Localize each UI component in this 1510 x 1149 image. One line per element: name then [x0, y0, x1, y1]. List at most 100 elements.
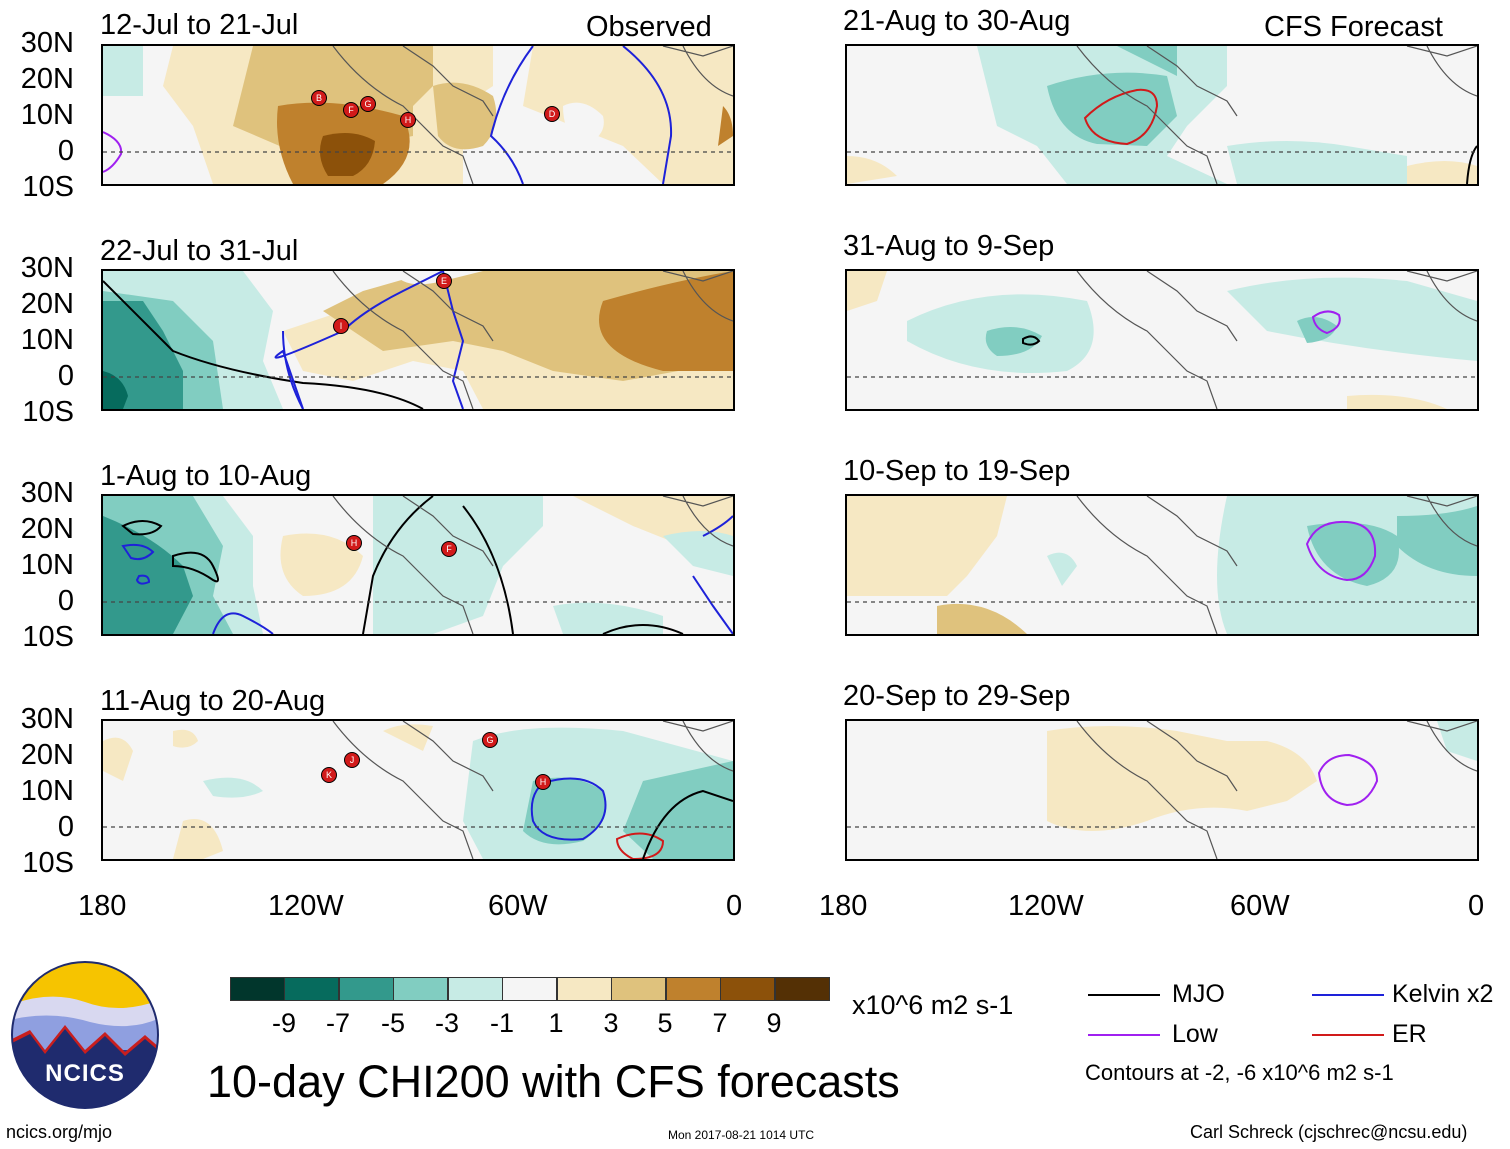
colorbar-swatch — [611, 977, 666, 1001]
map-panel-fcst-2 — [845, 269, 1479, 411]
colorbar-swatch — [393, 977, 448, 1001]
chi200-map — [103, 721, 733, 859]
contours-note: Contours at -2, -6 x10^6 m2 s-1 — [1085, 1060, 1394, 1085]
colorbar-swatch — [284, 977, 339, 1001]
panel-title-obs-2: 22-Jul to 31-Jul — [100, 235, 299, 267]
y-tick-0: 0 — [57, 811, 74, 843]
y-tick-20n: 20N — [20, 288, 74, 320]
y-tick-30n: 30N — [20, 703, 74, 735]
panel-title-obs-4: 11-Aug to 20-Aug — [100, 685, 326, 717]
panel-title-fcst-1: 21-Aug to 30-Aug — [843, 5, 1071, 37]
hurricane-icon: J — [344, 752, 360, 768]
er-legend-line — [1312, 1034, 1384, 1036]
y-tick-10s: 10S — [22, 847, 74, 879]
x-tick-0: 0 — [1468, 890, 1485, 922]
colorbar-swatch — [230, 977, 285, 1001]
colorbar-tick: -1 — [489, 1008, 514, 1038]
y-tick-0: 0 — [57, 585, 74, 617]
map-panel-obs-3 — [101, 494, 735, 636]
map-panel-fcst-4 — [845, 719, 1479, 861]
y-tick-10s: 10S — [22, 171, 74, 203]
panel-title-fcst-4: 20-Sep to 29-Sep — [843, 680, 1071, 712]
chi200-map — [847, 721, 1477, 859]
y-tick-10s: 10S — [22, 396, 74, 428]
y-tick-30n: 30N — [20, 252, 74, 284]
colorbar-tick: -5 — [380, 1008, 405, 1038]
kelvin-legend-label: Kelvin x2 — [1392, 980, 1494, 1008]
y-tick-20n: 20N — [20, 739, 74, 771]
main-title: 10-day CHI200 with CFS forecasts — [207, 1056, 900, 1107]
y-tick-10n: 10N — [20, 324, 74, 356]
author-credit: Carl Schreck (cjschrec@ncsu.edu) — [1190, 1122, 1468, 1142]
logo-text: NCICS — [45, 1060, 125, 1087]
hurricane-icon: G — [482, 732, 498, 748]
map-panel-obs-1 — [101, 44, 735, 186]
chi200-map — [847, 496, 1477, 634]
colorbar-swatch — [557, 977, 612, 1001]
chi200-map — [847, 46, 1477, 184]
chi200-map — [103, 496, 733, 634]
colorbar-units: x10^6 m2 s-1 — [852, 990, 1014, 1020]
observed-label: Observed — [586, 11, 712, 43]
colorbar-tick: 9 — [766, 1008, 782, 1038]
map-panel-fcst-3 — [845, 494, 1479, 636]
hurricane-icon: H — [400, 112, 416, 128]
er-legend-label: ER — [1392, 1020, 1427, 1048]
colorbar-tick: -9 — [271, 1008, 296, 1038]
hurricane-icon: E — [436, 273, 452, 289]
chi200-map — [847, 271, 1477, 409]
chi200-map — [103, 271, 733, 409]
colorbar-swatch — [775, 977, 830, 1001]
cfs-forecast-label: CFS Forecast — [1264, 11, 1443, 43]
colorbar-tick: 5 — [657, 1008, 673, 1038]
hurricane-icon: B — [311, 90, 327, 106]
colorbar-tick: -7 — [325, 1008, 350, 1038]
y-tick-10n: 10N — [20, 99, 74, 131]
hurricane-icon: F — [343, 102, 359, 118]
y-tick-30n: 30N — [20, 477, 74, 509]
hurricane-icon: H — [535, 774, 551, 790]
colorbar-swatch — [502, 977, 557, 1001]
panel-title-obs-3: 1-Aug to 10-Aug — [100, 460, 312, 492]
y-tick-30n: 30N — [20, 27, 74, 59]
colorbar-tick: 3 — [603, 1008, 619, 1038]
x-tick-60w: 60W — [1230, 890, 1290, 922]
ncics-logo: NCICS — [10, 960, 160, 1110]
x-tick-120w: 120W — [1008, 890, 1084, 922]
y-tick-10s: 10S — [22, 621, 74, 653]
colorbar-swatch — [720, 977, 775, 1001]
colorbar-tick: -3 — [434, 1008, 459, 1038]
site-link[interactable]: ncics.org/mjo — [6, 1122, 113, 1142]
y-tick-0: 0 — [57, 135, 74, 167]
x-tick-0: 0 — [726, 890, 743, 922]
panel-title-fcst-3: 10-Sep to 19-Sep — [843, 455, 1071, 487]
colorbar-tick: 7 — [712, 1008, 728, 1038]
hurricane-icon: G — [360, 96, 376, 112]
low-legend-label: Low — [1172, 1020, 1218, 1048]
y-tick-10n: 10N — [20, 775, 74, 807]
y-tick-20n: 20N — [20, 63, 74, 95]
colorbar-swatch — [339, 977, 394, 1001]
chi200-map — [103, 46, 733, 184]
panel-title-fcst-2: 31-Aug to 9-Sep — [843, 230, 1055, 262]
hurricane-icon: K — [321, 767, 337, 783]
y-tick-0: 0 — [57, 360, 74, 392]
map-panel-fcst-1 — [845, 44, 1479, 186]
timestamp: Mon 2017-08-21 1014 UTC — [668, 1128, 815, 1142]
ncics-logo-icon — [11, 961, 159, 1109]
x-tick-180: 180 — [819, 890, 868, 922]
kelvin-legend-line — [1312, 994, 1384, 996]
y-tick-20n: 20N — [20, 513, 74, 545]
low-legend-line — [1088, 1034, 1160, 1036]
map-panel-obs-2 — [101, 269, 735, 411]
y-tick-10n: 10N — [20, 549, 74, 581]
colorbar-swatch — [448, 977, 503, 1001]
mjo-legend-label: MJO — [1172, 980, 1225, 1008]
hurricane-icon: F — [441, 541, 457, 557]
hurricane-icon: D — [544, 106, 560, 122]
map-panel-obs-4 — [101, 719, 735, 861]
mjo-legend-line — [1088, 994, 1160, 996]
x-tick-180: 180 — [78, 890, 127, 922]
panel-title-obs-1: 12-Jul to 21-Jul — [100, 9, 299, 41]
colorbar-tick: 1 — [548, 1008, 564, 1038]
